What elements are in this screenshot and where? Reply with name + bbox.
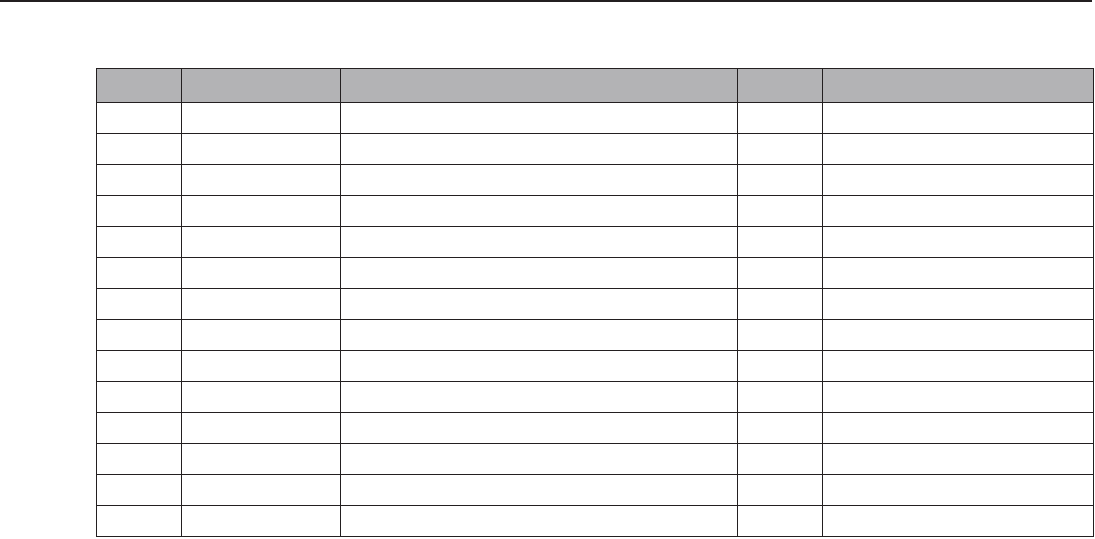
- table-cell: [96, 133, 182, 165]
- table-cell: [181, 133, 341, 165]
- table-cell: [340, 412, 738, 444]
- table-cell: [96, 474, 182, 506]
- table-cell: [181, 288, 341, 320]
- table-cell: [96, 288, 182, 320]
- table-cell: [737, 381, 823, 413]
- table-cell: [737, 102, 823, 134]
- table-cell: [181, 164, 341, 196]
- table-cell: [822, 412, 1094, 444]
- table-cell: [822, 381, 1094, 413]
- table-cell: [181, 381, 341, 413]
- table-cell: [181, 474, 341, 506]
- table-row: [96, 164, 1094, 196]
- table-row: [96, 195, 1094, 227]
- table-cell: [96, 257, 182, 289]
- table-header-row: [96, 68, 1094, 103]
- table-cell: [340, 505, 738, 537]
- table-cell: [340, 164, 738, 196]
- header-cell: [737, 68, 823, 103]
- table-cell: [340, 474, 738, 506]
- table-cell: [737, 412, 823, 444]
- blank-table: [96, 68, 1094, 537]
- header-cell: [822, 68, 1094, 103]
- table-cell: [737, 164, 823, 196]
- table-cell: [96, 350, 182, 382]
- table-row: [96, 474, 1094, 506]
- table-row: [96, 133, 1094, 165]
- table-cell: [340, 319, 738, 351]
- table-cell: [96, 443, 182, 475]
- table-cell: [181, 195, 341, 227]
- table-cell: [96, 505, 182, 537]
- table-cell: [822, 505, 1094, 537]
- table-cell: [340, 257, 738, 289]
- table-cell: [822, 350, 1094, 382]
- table-row: [96, 350, 1094, 382]
- table-cell: [737, 226, 823, 258]
- header-cell: [181, 68, 341, 103]
- table-cell: [181, 319, 341, 351]
- table-row: [96, 257, 1094, 289]
- top-rule: [0, 0, 1092, 2]
- table-cell: [822, 443, 1094, 475]
- table-cell: [96, 319, 182, 351]
- table-row: [96, 319, 1094, 351]
- table-cell: [822, 474, 1094, 506]
- table-cell: [737, 319, 823, 351]
- table-cell: [737, 505, 823, 537]
- table-cell: [96, 412, 182, 444]
- table-cell: [340, 102, 738, 134]
- table-cell: [340, 226, 738, 258]
- table-cell: [737, 350, 823, 382]
- table-row: [96, 412, 1094, 444]
- table-cell: [737, 474, 823, 506]
- table-row: [96, 381, 1094, 413]
- table-cell: [181, 257, 341, 289]
- table-cell: [737, 257, 823, 289]
- header-cell: [96, 68, 182, 103]
- table-cell: [340, 133, 738, 165]
- table-row: [96, 505, 1094, 537]
- table-cell: [737, 288, 823, 320]
- table-cell: [181, 102, 341, 134]
- table-cell: [340, 288, 738, 320]
- table-cell: [340, 195, 738, 227]
- header-cell: [340, 68, 738, 103]
- table-cell: [181, 505, 341, 537]
- table-cell: [737, 443, 823, 475]
- table-row: [96, 226, 1094, 258]
- table-row: [96, 102, 1094, 134]
- table-cell: [822, 133, 1094, 165]
- table-cell: [340, 350, 738, 382]
- table-cell: [822, 288, 1094, 320]
- table-cell: [181, 443, 341, 475]
- table-cell: [737, 133, 823, 165]
- table-cell: [340, 381, 738, 413]
- table-cell: [822, 164, 1094, 196]
- table-cell: [96, 164, 182, 196]
- table-cell: [737, 195, 823, 227]
- table-cell: [181, 350, 341, 382]
- table-cell: [96, 226, 182, 258]
- table-cell: [96, 195, 182, 227]
- table-cell: [822, 257, 1094, 289]
- table-row: [96, 443, 1094, 475]
- table-row: [96, 288, 1094, 320]
- table-cell: [181, 412, 341, 444]
- table-cell: [822, 319, 1094, 351]
- table-cell: [181, 226, 341, 258]
- table-cell: [96, 102, 182, 134]
- table-cell: [96, 381, 182, 413]
- table-cell: [822, 226, 1094, 258]
- table-cell: [340, 443, 738, 475]
- table-cell: [822, 195, 1094, 227]
- table-cell: [822, 102, 1094, 134]
